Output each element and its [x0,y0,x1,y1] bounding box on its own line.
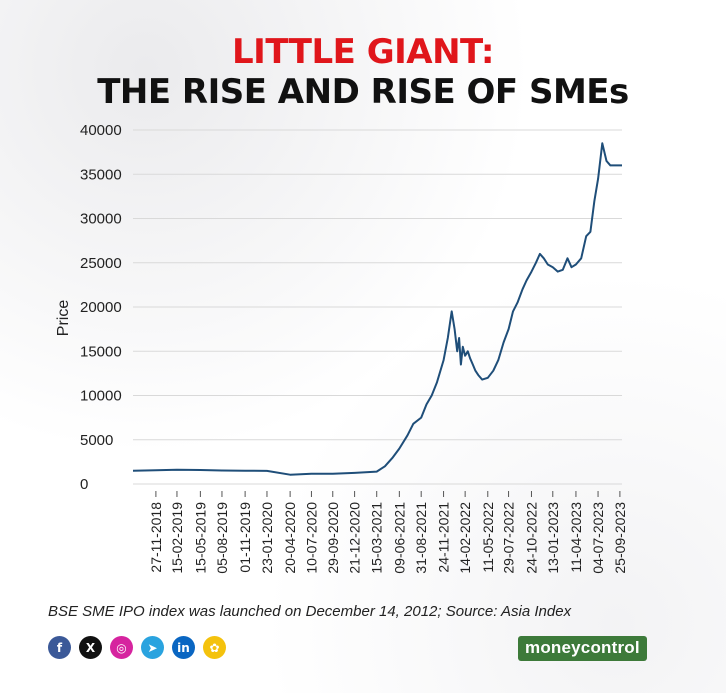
price-series-line [132,142,622,476]
x-tick-label: 04-07-2023 [590,502,606,574]
x-tick-label: 20-04-2020 [282,502,298,574]
social-icons: f X ◎ ➤ in ✿ [48,636,226,659]
series-group [132,142,622,476]
x-tick-label: 15-05-2019 [192,502,208,574]
x-tick-label: 15-02-2019 [169,502,185,574]
y-tick-label: 35000 [80,166,122,183]
facebook-icon[interactable]: f [48,636,71,659]
x-tick-label: 05-08-2019 [214,502,230,574]
chart-title: LITTLE GIANT: THE RISE AND RISE OF SMEs [0,32,726,112]
x-tick-label: 14-02-2022 [457,502,473,574]
koo-icon[interactable]: ✿ [203,636,226,659]
linkedin-icon[interactable]: in [172,636,195,659]
x-tick-label: 27-11-2018 [148,502,164,573]
price-line-chart: 0 5000 10000 15000 20000 25000 30000 35000 40000… [55,122,628,574]
x-tick-label: 21-12-2020 [347,502,363,574]
x-tick-label: 23-01-2020 [259,502,275,574]
y-axis-ticks: 0 5000 10000 15000 20000 25000 30000 35000 40000 [80,122,122,493]
y-axis-label: Price [55,300,72,337]
x-tick-label: 15-03-2021 [369,502,385,574]
gridlines [133,129,622,485]
x-tick-label: 13-01-2023 [545,502,561,574]
x-tick-label: 11-04-2023 [568,502,584,573]
x-tick-label: 09-06-2021 [391,502,407,574]
x-tick-label: 25-09-2023 [612,502,628,574]
title-line-1: LITTLE GIANT: [232,32,494,72]
x-tick-label: 11-05-2022 [480,502,496,573]
title-line-2: THE RISE AND RISE OF SMEs [97,72,629,112]
x-tick-label: 24-11-2021 [436,502,452,573]
y-tick-label: 5000 [80,432,113,449]
x-tick-label: 31-08-2021 [413,502,429,574]
y-tick-label: 20000 [80,299,122,316]
x-tick-label: 29-07-2022 [501,502,517,574]
y-tick-label: 0 [80,476,88,493]
y-tick-label: 15000 [80,343,122,360]
telegram-icon[interactable]: ➤ [141,636,164,659]
x-tick-label: 29-09-2020 [325,502,341,574]
x-tick-label: 24-10-2022 [523,502,539,574]
x-axis-ticks: 27-11-2018 15-02-2019 15-05-2019 05-08-2019… [148,491,628,574]
instagram-icon[interactable]: ◎ [110,636,133,659]
x-tick-label: 10-07-2020 [303,502,319,574]
x-twitter-icon[interactable]: X [79,636,102,659]
source-note: BSE SME IPO index was launched on Decemb… [48,603,572,620]
y-tick-label: 30000 [80,211,122,228]
y-tick-label: 40000 [80,122,122,139]
moneycontrol-logo: moneycontrol [518,636,647,661]
x-tick-label: 01-11-2019 [237,502,253,573]
y-tick-label: 25000 [80,255,122,272]
y-tick-label: 10000 [80,388,122,405]
